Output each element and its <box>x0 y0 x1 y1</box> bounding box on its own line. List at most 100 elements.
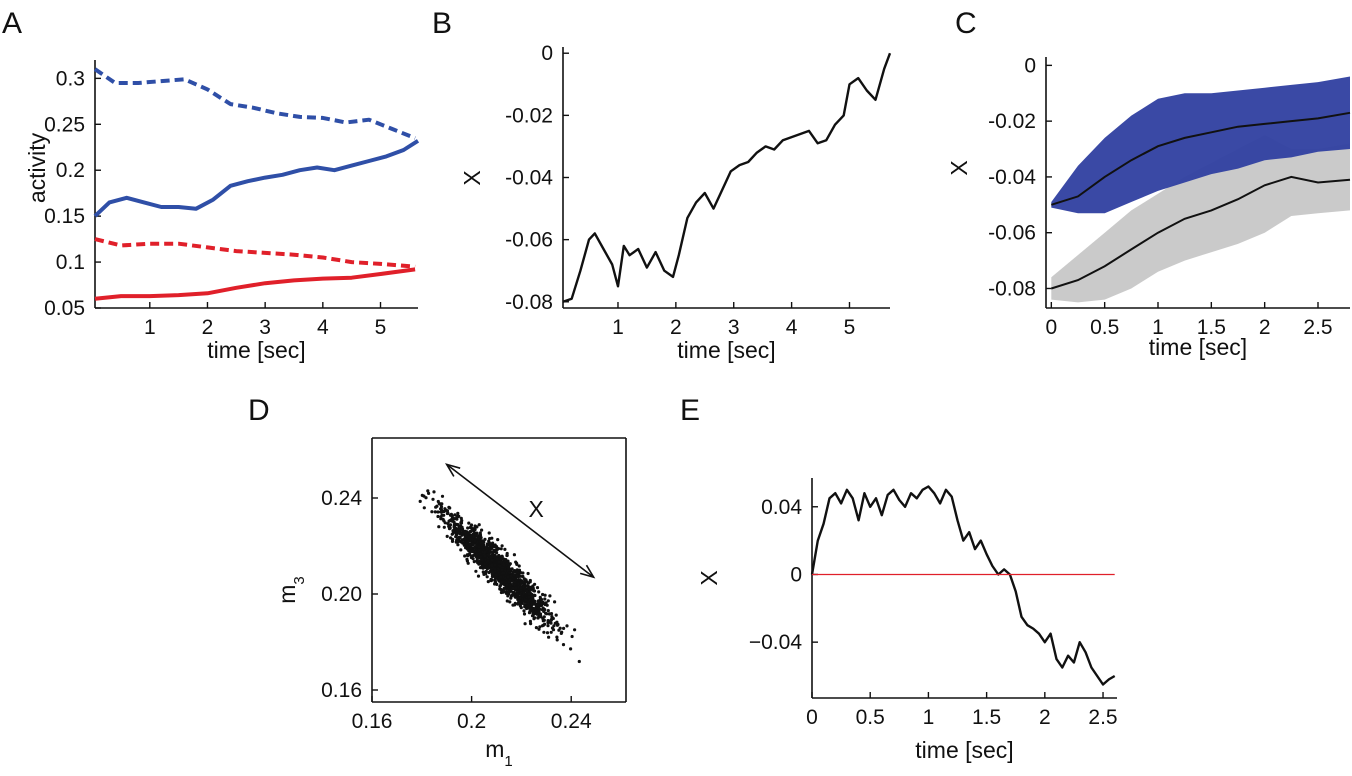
scatter-point <box>480 528 484 532</box>
y-tick-label: -0.02 <box>988 110 1036 133</box>
scatter-point <box>424 496 428 500</box>
scatter-point <box>516 596 520 600</box>
x-tick-label: 5 <box>844 316 856 339</box>
scatter-point <box>489 577 493 582</box>
scatter-point <box>446 511 450 515</box>
y-tick-label: -0.04 <box>988 166 1036 189</box>
scatter-point <box>471 557 475 561</box>
scatter-point <box>542 630 546 634</box>
scatter-point <box>543 597 547 601</box>
scatter-point <box>465 530 469 534</box>
scatter-point <box>527 592 532 596</box>
scatter-point <box>502 563 506 567</box>
scatter-point <box>498 564 502 568</box>
x-tick-label: 0.16 <box>352 710 393 733</box>
scatter-point <box>501 590 505 594</box>
scatter-point <box>418 499 422 503</box>
scatter-point <box>535 586 540 590</box>
scatter-point <box>474 533 478 537</box>
scatter-point <box>460 525 464 530</box>
scatter-point <box>464 533 468 538</box>
scatter-point <box>430 510 434 514</box>
y-axis-label: m3 <box>274 576 308 604</box>
scatter-point <box>463 554 467 558</box>
x-tick-label: 1 <box>144 316 156 339</box>
x-tick-label: 4 <box>317 316 329 339</box>
scatter-point <box>442 509 446 514</box>
scatter-point <box>471 542 475 547</box>
scatter-point <box>505 583 509 588</box>
x-tick-label: 1 <box>1152 316 1164 339</box>
x-tick-label: 0.5 <box>1090 316 1119 339</box>
scatter-point <box>486 566 490 570</box>
scatter-point <box>518 592 522 596</box>
y-tick-label: 0.04 <box>761 496 802 519</box>
scatter-point <box>487 553 491 557</box>
scatter-point <box>495 557 499 561</box>
x-tick-label: 1 <box>612 316 624 339</box>
scatter-point <box>508 600 512 604</box>
scatter-point <box>546 599 550 603</box>
scatter-point <box>484 572 488 576</box>
scatter-point <box>436 514 440 519</box>
mean-line-band_gray <box>1050 175 1351 290</box>
y-tick-label: 0 <box>541 42 553 65</box>
scatter-point <box>440 502 444 506</box>
scatter-point <box>511 570 515 574</box>
scatter-point <box>546 609 550 613</box>
scatter-point <box>448 523 453 527</box>
scatter-point <box>546 624 550 628</box>
scatter-point <box>522 612 527 616</box>
scatter-point <box>491 571 495 575</box>
scatter-point <box>456 523 460 527</box>
scatter-point <box>514 586 518 590</box>
scatter-point <box>440 494 445 498</box>
scatter-point <box>493 580 497 584</box>
scatter-point <box>522 609 526 613</box>
scatter-point <box>481 570 485 574</box>
arrow-head-end <box>579 564 596 579</box>
scatter-point <box>528 597 532 602</box>
scatter-point <box>463 530 467 535</box>
scatter-point <box>460 533 464 537</box>
scatter-point <box>516 592 520 597</box>
scatter-point <box>509 574 513 578</box>
scatter-point <box>532 617 536 621</box>
scatter-point <box>472 553 476 557</box>
scatter-point <box>496 538 500 542</box>
scatter-point <box>446 522 450 526</box>
scatter-point <box>540 608 544 612</box>
scatter-point <box>518 596 523 600</box>
x-axis-label: m1 <box>485 736 513 770</box>
scatter-point <box>465 559 469 563</box>
scatter-point <box>505 599 509 603</box>
scatter-point <box>448 513 453 517</box>
x-tick-label: 2.5 <box>1088 706 1117 729</box>
y-tick-label: 0.16 <box>321 679 362 702</box>
mean-line-band_blue <box>1050 111 1351 206</box>
scatter-point <box>437 525 441 529</box>
x-axis-label: time [sec] <box>207 337 305 363</box>
y-axis-label: X <box>946 160 972 175</box>
scatter-point <box>515 570 520 575</box>
scatter-point <box>451 529 455 533</box>
scatter-point <box>490 546 494 550</box>
scatter-point <box>499 547 503 551</box>
scatter-point <box>456 536 460 540</box>
scatter-point <box>532 589 537 593</box>
scatter-point <box>445 509 450 513</box>
scatter-point <box>521 575 525 579</box>
y-tick-label: -0.06 <box>988 222 1036 245</box>
scatter-point <box>469 523 474 527</box>
scatter-point <box>466 526 470 530</box>
scatter-point <box>473 526 477 531</box>
scatter-point <box>489 567 493 571</box>
scatter-point <box>561 643 566 647</box>
scatter-point <box>530 614 535 618</box>
y-tick-label: 0.1 <box>56 251 85 274</box>
scatter-point <box>486 559 490 563</box>
scatter-point <box>533 582 537 586</box>
scatter-point <box>471 549 475 553</box>
x-tick-label: 0.5 <box>856 706 885 729</box>
